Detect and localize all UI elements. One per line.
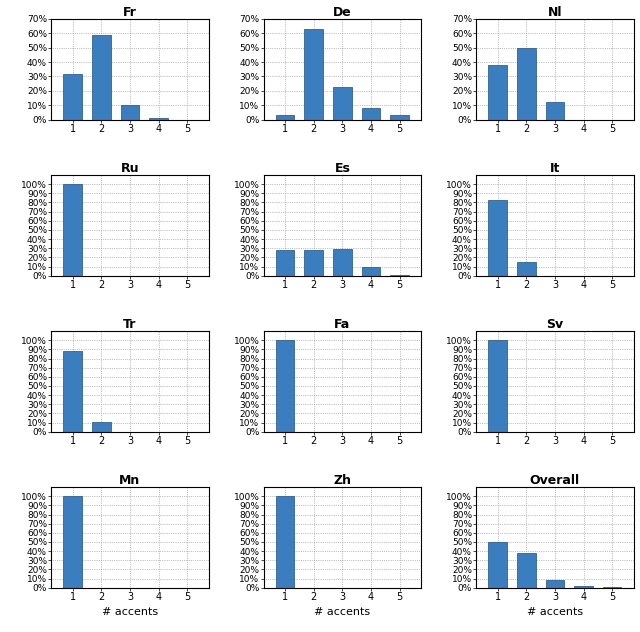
Bar	[63, 351, 82, 432]
Bar	[333, 249, 352, 276]
Bar	[149, 118, 168, 119]
Title: Mn: Mn	[119, 474, 141, 487]
Title: Fr: Fr	[123, 6, 137, 19]
Bar	[92, 35, 111, 119]
Title: Nl: Nl	[548, 6, 562, 19]
Title: It: It	[550, 162, 560, 175]
Bar	[517, 48, 536, 119]
Bar	[545, 102, 564, 119]
Bar	[517, 553, 536, 588]
Title: Es: Es	[335, 162, 350, 175]
Bar	[362, 267, 380, 276]
Title: Tr: Tr	[124, 318, 136, 331]
Bar	[362, 108, 380, 119]
Bar	[574, 586, 593, 588]
Bar	[63, 184, 82, 276]
Title: Fa: Fa	[334, 318, 351, 331]
Bar	[390, 115, 409, 119]
Bar	[333, 87, 352, 119]
Bar	[276, 496, 294, 588]
Bar	[305, 29, 323, 119]
Bar	[517, 262, 536, 276]
X-axis label: # accents: # accents	[314, 607, 371, 617]
Bar	[545, 580, 564, 588]
Bar	[488, 340, 507, 432]
Title: Sv: Sv	[547, 318, 563, 331]
Title: De: De	[333, 6, 352, 19]
Bar	[488, 200, 507, 276]
Title: Overall: Overall	[530, 474, 580, 487]
Bar	[120, 106, 140, 119]
X-axis label: # accents: # accents	[527, 607, 583, 617]
Bar	[305, 250, 323, 276]
Bar	[63, 496, 82, 588]
Bar	[92, 422, 111, 432]
Bar	[488, 542, 507, 588]
Bar	[390, 275, 409, 276]
Bar	[276, 340, 294, 432]
Bar	[63, 73, 82, 119]
X-axis label: # accents: # accents	[102, 607, 158, 617]
Bar	[276, 250, 294, 276]
Title: Ru: Ru	[121, 162, 139, 175]
Title: Zh: Zh	[333, 474, 351, 487]
Bar	[488, 65, 507, 119]
Bar	[276, 115, 294, 119]
